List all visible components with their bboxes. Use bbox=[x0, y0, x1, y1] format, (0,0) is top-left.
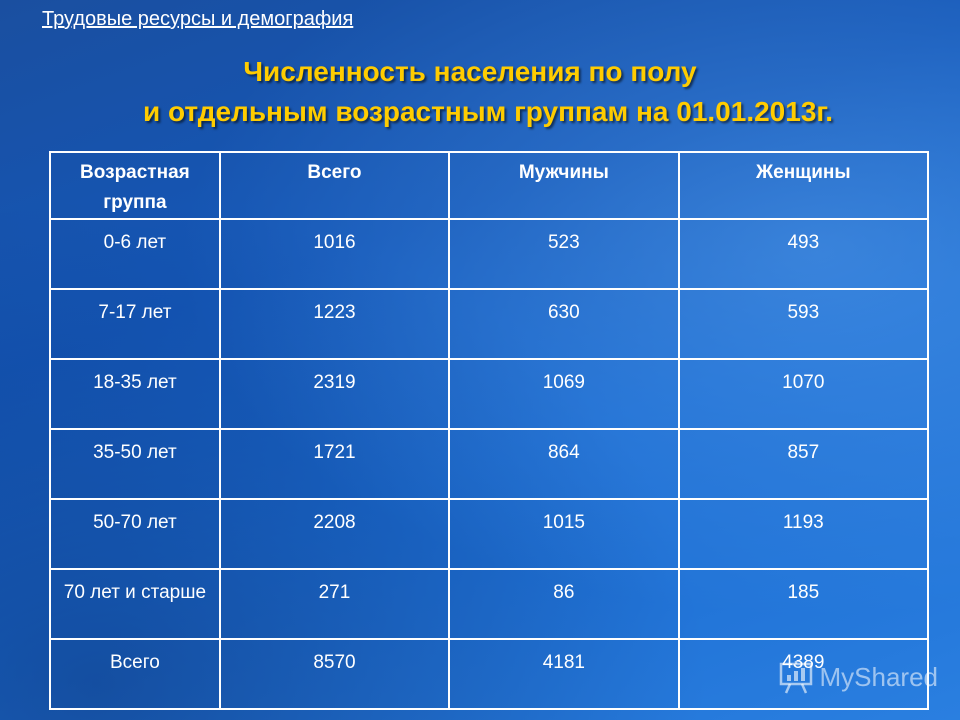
slide-heading-line-1: Численность населения по полу bbox=[243, 56, 697, 87]
cell-total: 271 bbox=[218, 568, 451, 640]
cell-total: 1721 bbox=[218, 428, 451, 500]
cell-women: 1193 bbox=[677, 498, 930, 570]
table-row: 50-70 лет 2208 1015 1193 bbox=[49, 498, 930, 570]
cell-total: 1223 bbox=[218, 288, 451, 360]
header-total: Всего bbox=[218, 151, 451, 220]
table-row: 35-50 лет 1721 864 857 bbox=[49, 428, 930, 500]
cell-age-group: 35-50 лет bbox=[49, 428, 221, 500]
cell-men: 4181 bbox=[448, 638, 680, 710]
cell-age-group: 50-70 лет bbox=[49, 498, 221, 570]
cell-age-group: 0-6 лет bbox=[49, 218, 221, 290]
table-row: 0-6 лет 1016 523 493 bbox=[49, 218, 930, 290]
cell-women: 1070 bbox=[677, 358, 930, 430]
slide-heading-line-2: и отдельным возрастным группам на 01.01.… bbox=[142, 96, 834, 127]
cell-men: 86 bbox=[448, 568, 680, 640]
table-row: 7-17 лет 1223 630 593 bbox=[49, 288, 930, 360]
cell-age-group: 70 лет и старше bbox=[49, 568, 221, 640]
cell-men: 1015 bbox=[448, 498, 680, 570]
cell-women: 593 bbox=[677, 288, 930, 360]
cell-men: 864 bbox=[448, 428, 680, 500]
cell-men: 1069 bbox=[448, 358, 680, 430]
cell-total: 2319 bbox=[218, 358, 451, 430]
header-age-group: Возрастная группа bbox=[49, 151, 221, 220]
cell-total: 1016 bbox=[218, 218, 451, 290]
cell-age-group: 7-17 лет bbox=[49, 288, 221, 360]
section-title-link[interactable]: Трудовые ресурсы и демография bbox=[42, 8, 354, 30]
cell-men: 630 bbox=[448, 288, 680, 360]
cell-women: 185 bbox=[677, 568, 930, 640]
header-women: Женщины bbox=[677, 151, 930, 220]
table-row: 18-35 лет 2319 1069 1070 bbox=[49, 358, 930, 430]
table-row: 70 лет и старше 271 86 185 bbox=[49, 568, 930, 640]
table-row-total: Всего 8570 4181 4389 bbox=[49, 638, 930, 710]
presentation-board-icon bbox=[779, 661, 812, 694]
population-table: Возрастная группа Всего Мужчины Женщины … bbox=[49, 151, 930, 710]
cell-age-group: 18-35 лет bbox=[49, 358, 221, 430]
cell-total: 2208 bbox=[218, 498, 451, 570]
cell-total: 8570 bbox=[218, 638, 451, 710]
cell-women: 857 bbox=[677, 428, 930, 500]
header-men: Мужчины bbox=[448, 151, 680, 220]
cell-men: 523 bbox=[448, 218, 680, 290]
watermark-text: MyShared bbox=[819, 661, 939, 692]
cell-women: 493 bbox=[677, 218, 930, 290]
watermark: MyShared bbox=[778, 660, 939, 694]
table-header-row: Возрастная группа Всего Мужчины Женщины bbox=[49, 151, 930, 220]
cell-age-group: Всего bbox=[49, 638, 221, 710]
